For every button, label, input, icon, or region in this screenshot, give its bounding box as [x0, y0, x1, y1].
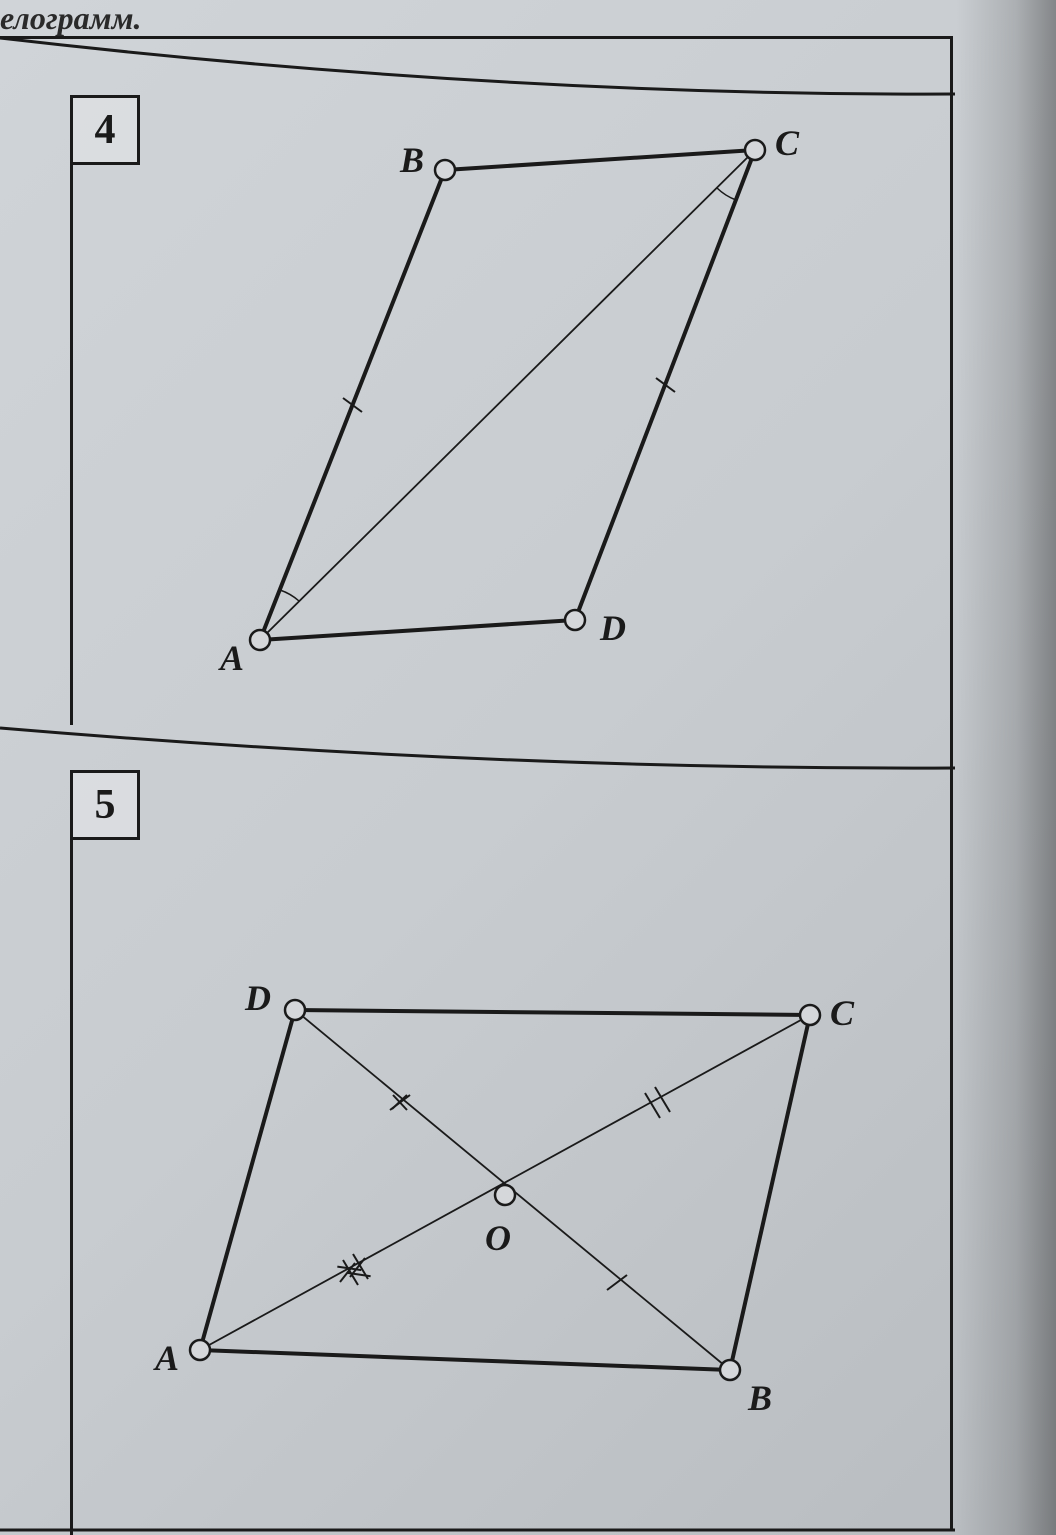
- page-shadow: [956, 0, 1056, 1535]
- problem-5-number: 5: [70, 770, 140, 840]
- angle-BAC: [280, 590, 299, 601]
- vertex-A: [250, 630, 270, 650]
- vertex-C-5: [800, 1005, 820, 1025]
- label-C: C: [775, 123, 800, 163]
- curve-mid: [0, 720, 955, 780]
- vertex-B-5: [720, 1360, 740, 1380]
- label-D: D: [599, 608, 626, 648]
- problem-4-diagram: A B C D: [80, 95, 940, 715]
- left-border-4: [70, 95, 73, 725]
- vertex-C: [745, 140, 765, 160]
- diagonal-AC-5: [200, 1015, 810, 1350]
- curve-bottom: [0, 1510, 960, 1535]
- edge-AD: [260, 620, 575, 640]
- header-partial-text: елограмм.: [0, 0, 141, 37]
- left-border-5: [70, 770, 73, 1535]
- edge-BC: [445, 150, 755, 170]
- label-C-5: C: [830, 993, 855, 1033]
- vertex-D: [565, 610, 585, 630]
- angle-DCA: [717, 188, 736, 200]
- edge-DC-5: [295, 1010, 810, 1015]
- vertex-A-5: [190, 1340, 210, 1360]
- edge-CB-5: [730, 1015, 810, 1370]
- label-B: B: [399, 140, 424, 180]
- label-O-5: O: [485, 1218, 511, 1258]
- diagonal-AC: [260, 150, 755, 640]
- label-D-5: D: [244, 978, 271, 1018]
- vertex-O-5: [495, 1185, 515, 1205]
- right-border: [950, 36, 953, 1530]
- edge-AD-5: [200, 1010, 295, 1350]
- edge-AB-5: [200, 1350, 730, 1370]
- label-B-5: B: [747, 1378, 772, 1418]
- label-A: A: [218, 638, 244, 678]
- vertex-B: [435, 160, 455, 180]
- tick-OC: [645, 1087, 670, 1118]
- label-A-5: A: [153, 1338, 179, 1378]
- problem-5-diagram: A B C D O: [80, 850, 960, 1500]
- vertex-D-5: [285, 1000, 305, 1020]
